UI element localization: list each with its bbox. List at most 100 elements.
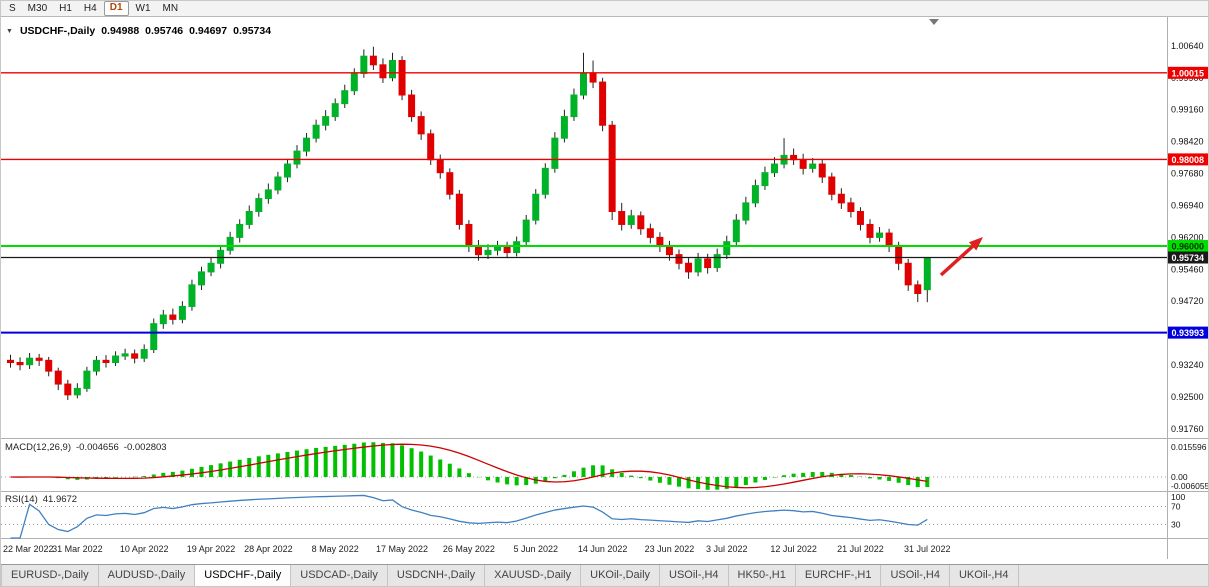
macd-name: MACD(12,26,9): [5, 442, 71, 453]
symbol-tab-eurchfh1-9[interactable]: EURCHF-,H1: [796, 565, 882, 586]
candle-body: [685, 262, 693, 273]
timeframe-button-m30[interactable]: M30: [27, 2, 48, 14]
candle-body: [102, 359, 110, 364]
symbol-tab-audusddaily-1[interactable]: AUDUSD-,Daily: [99, 565, 196, 586]
candle-body: [255, 198, 263, 213]
candle-body: [484, 249, 492, 256]
candle-body: [236, 223, 244, 238]
candle-body: [570, 94, 578, 118]
symbol-tab-ukoilh4-11[interactable]: UKOil-,H4: [950, 565, 1019, 586]
candle-body: [799, 159, 807, 169]
price-tag: [1168, 251, 1208, 264]
candle-body: [360, 55, 368, 74]
candle-body: [455, 193, 463, 225]
symbol-tab-ukoildaily-6[interactable]: UKOil-,Daily: [581, 565, 661, 586]
candle-body: [436, 159, 444, 174]
candle-body: [207, 262, 215, 273]
candle-body: [398, 60, 406, 96]
candle-body: [627, 215, 635, 225]
chart-shift-marker-icon[interactable]: [929, 19, 939, 25]
rsi-indicator-label: RSI(14) 41.9672: [5, 494, 77, 505]
candle-body: [723, 241, 731, 256]
date-axis-label: 31 Mar 2022: [52, 544, 103, 554]
symbol-tabbar: EURUSD-,Daily AUDUSD-,Daily USDCHF-,Daily U…: [1, 564, 1208, 586]
candle-body: [541, 167, 549, 195]
candle-body: [417, 116, 425, 135]
candle-body: [379, 64, 387, 79]
symbol-tab-usdcaddaily-3[interactable]: USDCAD-,Daily: [291, 565, 388, 586]
candle-body: [589, 72, 597, 83]
macd-value-main: -0.004656: [76, 442, 119, 453]
candle-body: [446, 172, 454, 195]
symbol-tab-usdcnhdaily-4[interactable]: USDCNH-,Daily: [388, 565, 486, 586]
date-axis-label: 19 Apr 2022: [187, 544, 236, 554]
chart-marker-icon: ▼: [6, 27, 13, 35]
candle-body: [694, 258, 702, 273]
date-axis-label: 8 May 2022: [312, 544, 359, 554]
candle-body: [178, 305, 186, 320]
candle-body: [83, 370, 91, 389]
date-axis-label: 12 Jul 2022: [770, 544, 817, 554]
date-axis-label: 21 Jul 2022: [837, 544, 884, 554]
candle-body: [560, 116, 568, 139]
ohlc-high: 0.95746: [145, 25, 184, 37]
symbol-tab-usoilh4-7[interactable]: USOil-,H4: [660, 565, 729, 586]
candle-body: [427, 133, 435, 161]
date-axis-label: 5 Jun 2022: [513, 544, 558, 554]
candle-body: [608, 124, 616, 213]
candle-body: [809, 163, 817, 169]
candle-body: [828, 176, 836, 195]
price-tag: [1168, 153, 1208, 166]
date-axis-label: 23 Jun 2022: [645, 544, 695, 554]
price-tag-label: 0.93993: [1172, 328, 1205, 338]
candle-body: [35, 357, 43, 361]
price-axis-label: 0.98420: [1171, 137, 1204, 147]
candle-body: [474, 245, 482, 256]
date-axis-label: 31 Jul 2022: [904, 544, 951, 554]
candle-body: [188, 284, 196, 307]
timeframe-button-h1[interactable]: H1: [59, 2, 72, 14]
candle-body: [312, 124, 320, 139]
candle-body: [322, 116, 330, 126]
candle-body: [742, 202, 750, 221]
timeframe-button-d1[interactable]: D1: [103, 1, 129, 16]
candle-body: [704, 258, 712, 269]
symbol-tab-hk50h1-8[interactable]: HK50-,H1: [729, 565, 796, 586]
date-axis-label: 10 Apr 2022: [120, 544, 169, 554]
symbol-tab-eurusddaily-0[interactable]: EURUSD-,Daily: [1, 565, 99, 586]
candle-body: [92, 359, 100, 372]
candle-body: [713, 254, 721, 269]
macd-signal-line: [10, 443, 928, 489]
candle-body: [675, 254, 683, 264]
price-axis-label: 0.93240: [1171, 360, 1204, 370]
rsi-value: 41.9672: [42, 494, 78, 505]
ohlc-close: 0.95734: [233, 25, 272, 37]
candle-body: [914, 284, 922, 294]
candle-body: [646, 228, 654, 238]
timeframe-button-w1[interactable]: W1: [135, 2, 151, 14]
symbol-tab-usdchfdaily-2[interactable]: USDCHF-,Daily: [195, 565, 292, 586]
candle-body: [121, 353, 129, 357]
candle-body: [771, 163, 778, 174]
symbol-tab-usoilh4-10[interactable]: USOil-,H4: [881, 565, 950, 586]
candle-body: [551, 137, 559, 169]
candle-body: [54, 370, 62, 385]
candle-body: [866, 223, 874, 238]
price-chart-canvas[interactable]: 1.006400.999000.991600.984200.976800.969…: [1, 17, 1209, 566]
rsi-name: RSI(14): [5, 494, 38, 505]
price-axis-label: 0.91760: [1171, 424, 1204, 434]
macd-axis-label: 0.015596: [1171, 442, 1207, 452]
symbol-tab-xauusddaily-5[interactable]: XAUUSD-,Daily: [485, 565, 582, 586]
timeframe-button-h4[interactable]: H4: [83, 2, 97, 14]
price-tag-label: 0.95734: [1172, 253, 1205, 263]
candle-body: [923, 256, 931, 291]
date-axis-label: 17 May 2022: [376, 544, 428, 554]
timeframe-button-mn[interactable]: MN: [162, 2, 179, 14]
candle-body: [369, 55, 377, 66]
candle-body: [293, 150, 301, 165]
price-tag: [1168, 240, 1208, 253]
date-axis-label: 14 Jun 2022: [578, 544, 628, 554]
timeframe-button-s[interactable]: S: [9, 2, 16, 14]
candle-body: [847, 202, 855, 213]
trend-arrow-annotation[interactable]: [939, 244, 975, 277]
